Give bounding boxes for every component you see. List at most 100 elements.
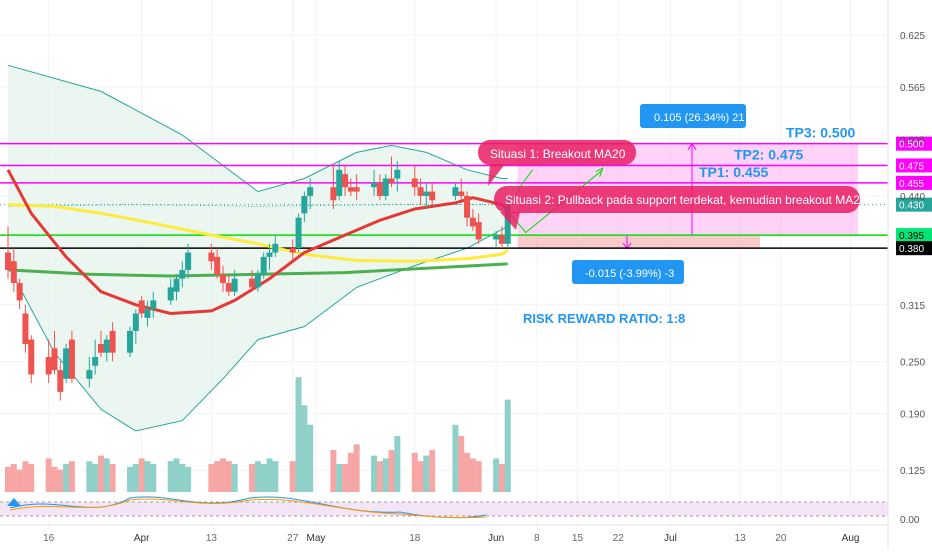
price-tick-label: 0.190 [900, 410, 925, 421]
price-tick-label: 0.440 [900, 192, 925, 203]
volume-bar [51, 466, 58, 492]
volume-bar [330, 450, 337, 492]
candle-body [97, 343, 104, 353]
volume-bar [423, 455, 430, 492]
volume-bar [208, 464, 215, 492]
volume-bar [132, 464, 139, 492]
volume-bar [97, 455, 104, 492]
candle-body [132, 313, 139, 331]
volume-bar [10, 464, 17, 492]
volume-bar [289, 461, 296, 492]
price-level-badge [896, 136, 932, 151]
candles [5, 156, 511, 401]
time-tick-label: Jul [664, 533, 677, 544]
candle-body [254, 274, 261, 288]
price-level-badge-label: 0.380 [899, 244, 924, 255]
volume-bar [376, 461, 383, 492]
price-tick-label: 0.625 [900, 31, 925, 42]
time-tick-label: 20 [775, 533, 787, 544]
candle-body [63, 348, 70, 379]
oscillator-d-line [9, 498, 487, 519]
candle-body [22, 313, 29, 344]
candle-body [260, 256, 267, 275]
volume-bar [68, 461, 75, 492]
risk-reward-label: RISK REWARD RATIO: 1:8 [523, 311, 685, 326]
candle-body [249, 278, 256, 288]
volume-bar [272, 461, 279, 492]
candle-body [347, 187, 354, 192]
situasi1-bubble [478, 140, 636, 165]
volume-bar [109, 464, 116, 492]
volume-bar [266, 458, 273, 492]
volume-bar [63, 464, 70, 492]
volume-bar [336, 464, 343, 492]
volume-bar [144, 461, 151, 492]
situasi2-pointer [500, 212, 520, 230]
price-level-badge [896, 158, 932, 173]
volume-bar [173, 458, 180, 492]
price-level-badge [896, 197, 932, 212]
candle-body [336, 169, 343, 196]
loss-box [572, 260, 684, 284]
candle-body [109, 330, 116, 353]
candle-body [498, 235, 505, 244]
candle-body [150, 300, 157, 310]
time-tick-label: 13 [206, 533, 218, 544]
candle-body [452, 187, 459, 196]
volume-bar [231, 464, 238, 492]
volume-bar [307, 424, 314, 492]
candle-body [353, 187, 360, 192]
volume-bar [475, 461, 482, 492]
price-level-badge-label: 0.430 [899, 201, 924, 212]
situasi1-label: Situasi 1: Breakout MA20 [490, 147, 626, 161]
price-tick-label: 0.565 [900, 83, 925, 94]
bollinger-lower-line [7, 225, 508, 432]
volume-bar [504, 399, 511, 492]
oscillator-tick-label: 0.00 [900, 515, 920, 526]
volume-bar [417, 461, 424, 492]
volume-bar [225, 461, 232, 492]
price-level-badge [896, 175, 932, 190]
candle-body [179, 269, 186, 279]
volume-bar [150, 464, 157, 492]
candle-body [127, 330, 134, 353]
profit-box [640, 104, 746, 128]
volume-bar [220, 458, 226, 492]
oscillator-pane [0, 496, 888, 526]
candle-body [417, 187, 424, 196]
projection-arrow-icon [595, 167, 604, 177]
volume-bar [388, 450, 395, 492]
situasi1-pointer [488, 164, 505, 186]
candle-body [16, 283, 23, 301]
candle-body [295, 217, 302, 249]
price-tick-label: 0.125 [900, 466, 925, 477]
volume-bar [342, 464, 349, 492]
volume-bar [464, 452, 471, 492]
candle-body [220, 274, 226, 284]
candle-body [469, 217, 476, 227]
candle-body [382, 178, 389, 196]
candle-body [92, 357, 99, 366]
time-tick-label: 16 [43, 533, 55, 544]
oscillator-band [0, 502, 888, 516]
target-label-1: TP1: 0.455 [699, 164, 768, 180]
volume-bar [371, 455, 378, 492]
candle-body [185, 252, 192, 270]
volume-bar [86, 461, 93, 492]
volume-bar [394, 436, 401, 492]
time-tick-label: 13 [735, 533, 747, 544]
candle-body [144, 309, 151, 318]
ma20-line [6, 169, 509, 316]
candle-body [289, 248, 296, 253]
candle-body [231, 278, 238, 292]
candle-body [301, 195, 308, 214]
target-label-2: TP2: 0.475 [734, 146, 803, 162]
volume-bar [301, 405, 308, 492]
volume-bar [179, 464, 186, 492]
time-tick-label: Jun [488, 533, 504, 544]
volume-bar [249, 464, 256, 492]
loss-box-label: -0.015 (-3.99%) -3 [585, 268, 674, 280]
candle-body [376, 182, 383, 196]
